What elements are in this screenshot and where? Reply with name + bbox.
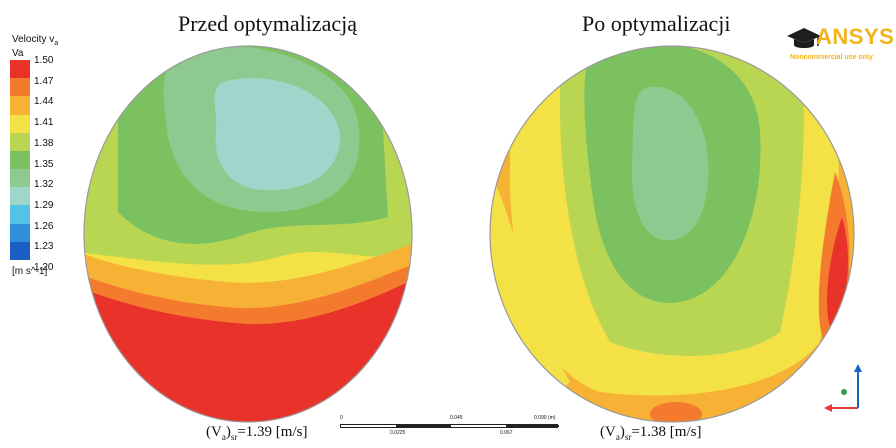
triad-arrow-y — [854, 364, 862, 372]
right-caption-value: =1.38 [m/s] — [631, 424, 702, 440]
scale-label-0225: 0.0225 — [390, 430, 406, 436]
left-caption-value: =1.39 [m/s] — [237, 424, 308, 440]
legend-swatch — [10, 187, 30, 206]
legend-title-text: Velocity v — [12, 34, 55, 45]
legend-swatch — [10, 78, 30, 97]
right-caption-mid: ) — [619, 424, 625, 440]
left-caption-sub2: sr — [230, 432, 238, 442]
left-panel-caption: (Va)sr=1.39 [m/s] — [206, 424, 307, 442]
left-band-red — [84, 277, 412, 422]
left-disc-outline — [83, 45, 413, 423]
triad-arrow-x — [824, 404, 832, 412]
legend-swatch — [10, 205, 30, 225]
axis-triad-icon — [824, 364, 862, 412]
scale-label-045: 0.045 — [450, 415, 463, 421]
legend-colorbar — [10, 60, 30, 261]
right-disc-outline — [489, 45, 855, 423]
right-caption-sub2: sr — [624, 432, 632, 442]
ansys-wordmark: ANSYS — [816, 24, 895, 49]
scale-seg-1 — [341, 425, 396, 427]
legend-swatch — [10, 169, 30, 188]
graduation-cap-icon — [787, 28, 821, 48]
legend-swatch — [10, 60, 30, 79]
legend-title-variable: Va — [12, 48, 24, 59]
legend-swatch — [10, 241, 30, 261]
legend-tick-label: 1.44 — [34, 96, 54, 108]
triad-axis-z — [841, 389, 847, 395]
legend-tick-label: 1.50 — [34, 55, 54, 66]
right-panel-caption: (Va)sr=1.38 [m/s] — [600, 424, 701, 442]
scale-seg-4 — [506, 425, 559, 427]
legend-unit: [m s^-1] — [12, 266, 48, 277]
legend-tick-label: 1.38 — [34, 137, 54, 149]
right-band-bottom-spot — [650, 402, 702, 422]
left-caption-pre: (V — [206, 424, 222, 440]
legend-tick-label: 1.29 — [34, 199, 54, 211]
right-band-mint — [631, 86, 709, 241]
legend-tick-label: 1.47 — [34, 75, 54, 87]
scale-seg-3 — [451, 425, 506, 427]
legend-tick-label: 1.26 — [34, 220, 54, 232]
ansys-logo: ANSYS Noncommercial use only — [786, 24, 894, 68]
left-caption-sub1: a — [221, 432, 226, 442]
right-contour-plot — [489, 45, 855, 423]
scale-bar-frame — [340, 424, 559, 428]
legend-title: Velocity va Va — [12, 35, 58, 59]
legend-swatch — [10, 96, 30, 116]
left-contour-plot — [83, 45, 413, 423]
right-caption-pre: (V — [600, 424, 616, 440]
scale-seg-2 — [396, 425, 451, 427]
left-panel-title: Przed optymalizacją — [178, 11, 357, 36]
legend-tick-label: 1.23 — [34, 241, 54, 253]
left-band-cyan — [214, 78, 341, 191]
legend-tick-label: 1.41 — [34, 117, 54, 129]
legend-tick-label: 1.32 — [34, 179, 54, 191]
legend-swatch — [10, 150, 30, 170]
legend-swatch — [10, 223, 30, 243]
legend-title-sub: a — [54, 40, 59, 47]
legend-swatch — [10, 114, 30, 134]
right-panel-title: Po optymalizacji — [582, 11, 731, 36]
legend-swatch — [10, 132, 30, 152]
legend-tick-label: 1.35 — [34, 158, 54, 170]
ansys-license-note: Noncommercial use only — [790, 54, 873, 61]
scale-label-0: 0 — [340, 415, 343, 421]
left-caption-mid: ) — [225, 424, 231, 440]
right-caption-sub1: a — [615, 432, 620, 442]
legend-ticks: 1.50 1.47 1.44 1.41 1.38 1.35 1.32 1.29 1.26 1.23… — [34, 55, 74, 275]
scale-label-090: 0.090 (m) — [534, 415, 556, 421]
scale-bar: 0 0.045 0.090 (m) 0.0225 0.067 — [340, 415, 565, 439]
legend-tick-label: 1.20 — [34, 262, 54, 273]
scale-label-067: 0.067 — [500, 430, 513, 436]
